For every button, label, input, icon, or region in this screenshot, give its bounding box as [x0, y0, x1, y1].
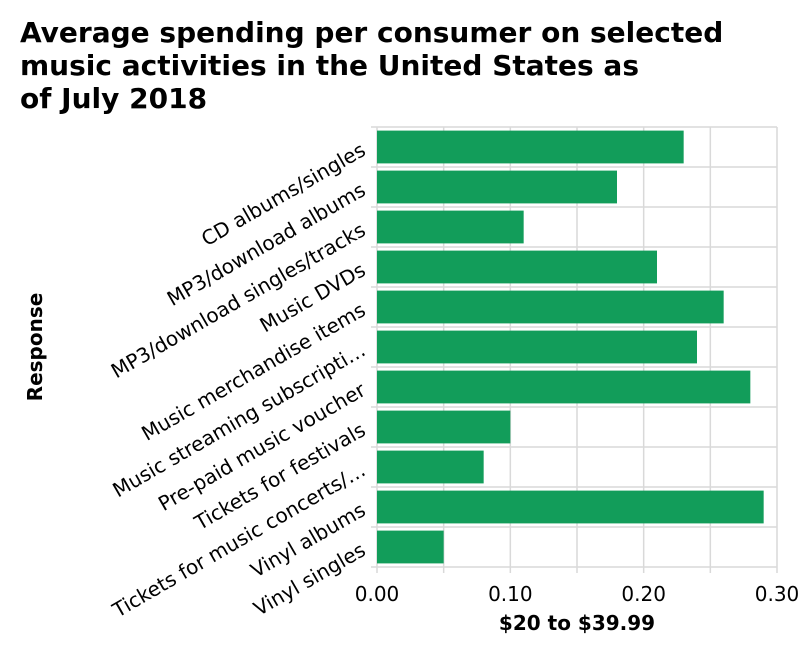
y-axis-label: Response — [23, 293, 47, 402]
bar-9 — [377, 490, 764, 524]
bar-2 — [377, 210, 524, 244]
bar-0 — [377, 130, 684, 164]
bar-1 — [377, 170, 617, 204]
bar-10 — [377, 530, 444, 564]
chart-title-line-2: music activities in the United States as — [20, 49, 639, 82]
x-tick-label-2: 0.20 — [621, 582, 666, 606]
bar-5 — [377, 330, 697, 364]
x-tick-label-3: 0.30 — [755, 582, 798, 606]
bar-7 — [377, 410, 511, 444]
bar-6 — [377, 370, 751, 404]
x-tick-labels: 0.00 0.10 0.20 0.30 — [355, 582, 798, 606]
chart-title-line-3: of July 2018 — [20, 82, 207, 115]
x-axis-label: $20 to $39.99 — [499, 611, 655, 635]
bar-3 — [377, 250, 657, 284]
bars — [377, 130, 764, 564]
chart-title-line-1: Average spending per consumer on selecte… — [20, 16, 723, 49]
x-tick-label-1: 0.10 — [488, 582, 533, 606]
x-tick-label-0: 0.00 — [355, 582, 400, 606]
chart-title: Average spending per consumer on selecte… — [20, 16, 723, 115]
bar-8 — [377, 450, 484, 484]
bar-4 — [377, 290, 724, 324]
grid-lines — [371, 126, 778, 573]
